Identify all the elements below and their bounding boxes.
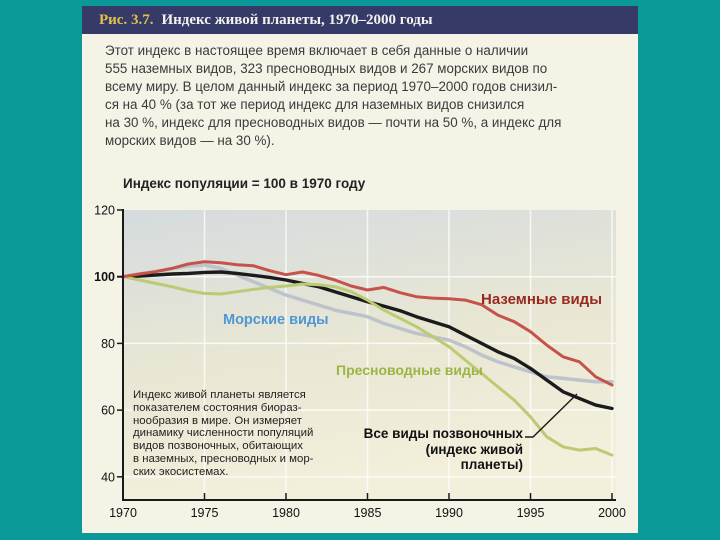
intro-line: ся на 40 % (за тот же период индекс для …: [105, 97, 525, 112]
annotation-line: показателем состояния биораз-: [133, 401, 302, 414]
figure-number: Рис. 3.7.: [99, 12, 154, 28]
annotation-text-block: Индекс живой планеты является показателем…: [133, 389, 351, 479]
intro-line: Этот индекс в настоящее время включает в…: [105, 43, 529, 58]
chart-title: Индекс популяции = 100 в 1970 году: [123, 176, 366, 191]
x-tick-label: 1975: [191, 506, 219, 520]
x-tick-label: 2000: [598, 506, 626, 520]
x-tick-label: 1990: [435, 506, 463, 520]
intro-line: 555 наземных видов, 323 пресноводных вид…: [105, 61, 548, 76]
x-tick-label: 1970: [109, 506, 137, 520]
annotation-line: динамику численности популяций: [133, 427, 314, 440]
y-tick-label: 60: [101, 404, 115, 418]
series-label-marine: Морские виды: [223, 312, 329, 328]
annotation-line: ских экосистемах.: [133, 465, 229, 478]
intro-line: морских видов — на 30 %).: [105, 133, 275, 148]
content-panel: Рис. 3.7. Индекс живой планеты, 1970–2000…: [82, 6, 638, 533]
intro-paragraph: Этот индекс в настоящее время включает в…: [105, 42, 630, 150]
figure-title: Индекс живой планеты, 1970–2000 годы: [161, 12, 433, 28]
x-tick-label: 1995: [517, 506, 545, 520]
figure-caption-bar: Рис. 3.7. Индекс живой планеты, 1970–2000…: [82, 6, 638, 34]
chart-svg: 40 60 80 100 120 1970 1975 1980 1985 1990 1995 2000: [94, 204, 626, 521]
lpi-label-line: Все виды позвоночных: [363, 426, 523, 441]
lpi-label-line: (индекс живой: [425, 441, 523, 457]
y-tick-label: 80: [101, 337, 115, 351]
lpi-leader-line: [525, 393, 578, 438]
y-tick-label: 100: [94, 270, 115, 284]
intro-line: на 30 %, индекс для пресноводных видов —…: [105, 115, 562, 130]
series-line-marine: [121, 263, 614, 384]
series-label-living-planet-index: Все виды позвоночных (индекс живой планеты…: [308, 426, 523, 473]
series-label-terrestrial: Наземные виды: [481, 291, 603, 308]
annotation-line: нообразия в мире. Он измеряет: [133, 414, 302, 427]
y-tick-label: 40: [101, 470, 115, 484]
x-tick-label: 1985: [354, 506, 382, 520]
series-line-freshwater: [121, 275, 614, 457]
series-label-freshwater: Пресноводные виды: [336, 362, 483, 378]
series-line-terrestrial: [121, 260, 614, 387]
annotation-line: Индекс живой планеты является: [133, 389, 306, 401]
x-tick-label: 1980: [272, 506, 300, 520]
annotation-line: видов позвоночных, обитающих: [133, 440, 303, 453]
lpi-label-line: планеты): [460, 457, 523, 472]
y-tick-label: 120: [94, 204, 115, 218]
annotation-line: в наземных, пресноводных и мор-: [133, 452, 314, 465]
intro-line: всему миру. В целом данный индекс за пер…: [105, 79, 558, 94]
